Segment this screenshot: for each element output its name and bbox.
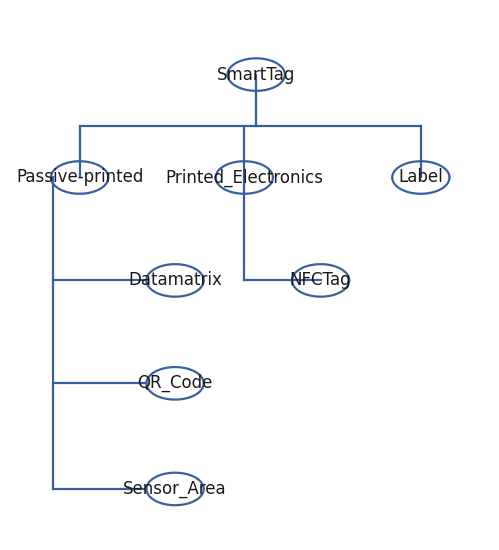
Text: SmartTag: SmartTag (217, 65, 295, 84)
Text: Label: Label (399, 168, 443, 186)
Text: Passive-printed: Passive-printed (16, 168, 143, 186)
Text: Printed_Electronics: Printed_Electronics (165, 168, 323, 186)
Text: Sensor_Area: Sensor_Area (123, 480, 227, 498)
Text: NFCTag: NFCTag (290, 271, 351, 289)
Text: QR_Code: QR_Code (137, 374, 213, 393)
Text: Datamatrix: Datamatrix (128, 271, 222, 289)
